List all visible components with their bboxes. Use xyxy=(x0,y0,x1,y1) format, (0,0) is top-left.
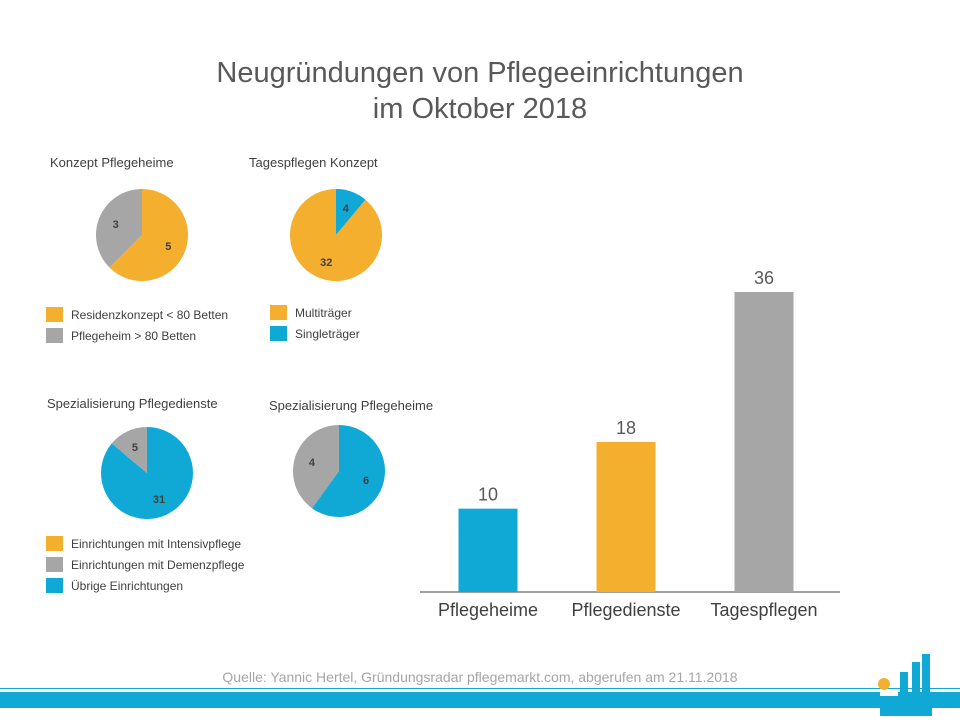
legend-item: Einrichtungen mit Demenzpflege xyxy=(46,554,244,575)
legend-swatch-orange xyxy=(46,307,63,322)
pie-slice xyxy=(311,425,385,517)
legend-label: Pflegeheim > 80 Betten xyxy=(71,328,197,343)
legend-label: Einrichtungen mit Demenzpflege xyxy=(71,557,245,572)
pie-title-spez-pflegedienste: Spezialisierung Pflegedienste xyxy=(47,396,218,411)
pie-title-konzept: Konzept Pflegeheime xyxy=(50,155,174,170)
pie-slice-label: 4 xyxy=(343,203,350,215)
pflegemarkt-logo xyxy=(878,654,932,716)
pie-slice xyxy=(111,427,147,473)
pie-slice xyxy=(109,189,188,281)
bar xyxy=(596,442,656,592)
legend-spezialisierung: Einrichtungen mit Intensivpflege Einrich… xyxy=(46,533,244,596)
legend-item: Residenzkonzept < 80 Betten xyxy=(46,304,228,325)
bottom-divider xyxy=(0,688,960,689)
pie-slice-label: 3 xyxy=(113,219,119,231)
x-tick-label: Pflegeheime xyxy=(438,600,538,620)
legend-item: Pflegeheim > 80 Betten xyxy=(46,325,228,346)
pie-title-tagespflegen: Tagespflegen Konzept xyxy=(249,155,378,170)
pie-slice-label: 4 xyxy=(309,457,316,469)
pie-slice-label: 32 xyxy=(320,257,332,269)
pie-slice-label: 31 xyxy=(153,494,165,506)
pie-tagespflegen: 4 32 xyxy=(290,189,382,281)
x-tick-label: Tagespflegen xyxy=(710,600,817,620)
legend-item: Einrichtungen mit Intensivpflege xyxy=(46,533,244,554)
legend-label: Singleträger xyxy=(295,326,360,341)
legend-label: Übrige Einrichtungen xyxy=(71,578,184,593)
bar xyxy=(734,292,794,592)
chart-title-line2: im Oktober 2018 xyxy=(372,93,588,125)
legend-label: Multiträger xyxy=(295,305,352,320)
pie-spez-pflegeheime: 64 xyxy=(293,425,385,517)
pie-slice-label: 5 xyxy=(165,241,171,253)
legend-item: Übrige Einrichtungen xyxy=(46,575,244,596)
legend-label: Residenzkonzept < 80 Betten xyxy=(71,307,229,322)
legend-item: Multiträger xyxy=(270,302,360,323)
pie-spez-pflegedienste: 31 5 xyxy=(101,427,193,519)
bar xyxy=(458,508,518,592)
bar-value-label: 18 xyxy=(616,418,636,438)
bar-chart: 10 Pflegeheime 18 Pflegedienste 36 Tagespfleg… xyxy=(420,268,840,620)
pie-title-spez-pflegeheime: Spezialisierung Pflegeheime xyxy=(269,398,434,413)
pie-slice-label: 6 xyxy=(363,475,369,487)
legend-item: Singleträger xyxy=(270,323,360,344)
legend-konzept: Residenzkonzept < 80 Betten Pflegeheim >… xyxy=(46,304,228,346)
legend-swatch-orange xyxy=(46,536,63,551)
source-note: Quelle: Yannic Hertel, Gründungsradar pf… xyxy=(222,669,738,685)
legend-swatch-gray xyxy=(46,557,63,572)
pie-slice-label: 5 xyxy=(132,442,138,454)
pie-slice xyxy=(293,425,339,509)
legend-swatch-blue xyxy=(46,578,63,593)
legend-label: Einrichtungen mit Intensivpflege xyxy=(71,536,242,551)
bar-value-label: 10 xyxy=(478,485,498,505)
pie-slice xyxy=(96,189,142,268)
bottom-accent-bar xyxy=(0,692,960,708)
legend-swatch-blue xyxy=(270,326,287,341)
legend-swatch-orange xyxy=(270,305,287,320)
bar-value-label: 36 xyxy=(754,268,774,288)
legend-trager: Multiträger Singleträger xyxy=(270,302,360,344)
chart-title-line1: Neugründungen von Pflegeeinrichtungen xyxy=(216,57,744,89)
legend-swatch-gray xyxy=(46,328,63,343)
pie-slice xyxy=(336,189,366,235)
x-tick-label: Pflegedienste xyxy=(571,600,680,620)
pie-slice xyxy=(290,189,382,281)
pie-konzept: 53 xyxy=(96,189,188,281)
